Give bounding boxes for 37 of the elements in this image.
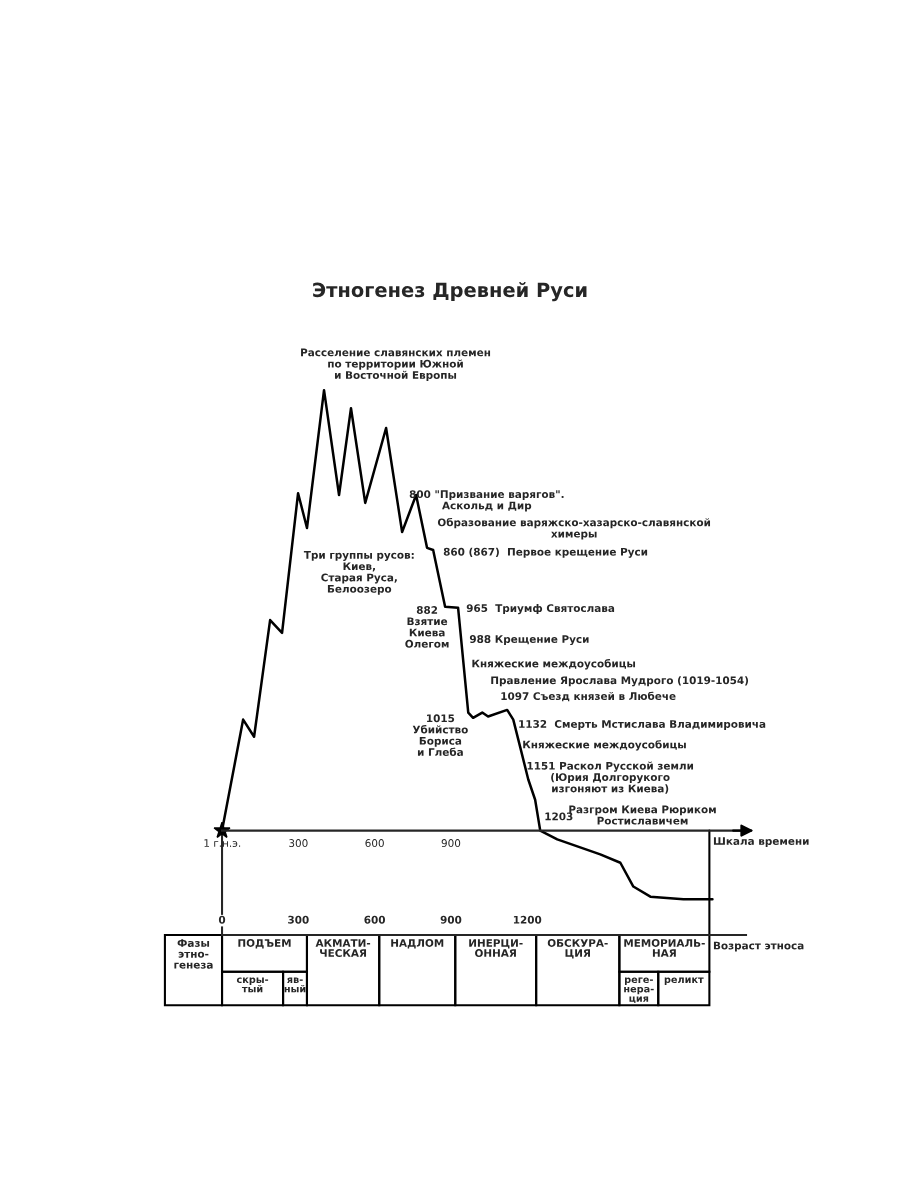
text: скры- тый — [236, 977, 269, 993]
annotation: 1097 Съезд князей в Любече — [501, 691, 676, 702]
text: АКМАТИ- ЧЕСКАЯ — [315, 939, 371, 957]
x2-axis-title: Возраст этноса — [713, 941, 804, 952]
x2-tick-label: 900 — [440, 915, 462, 924]
text: Фазы этно- генеза — [174, 939, 213, 969]
annotation: 965 Триумф Святослава — [466, 603, 615, 615]
annotation: Княжеские междоусобицы — [523, 740, 686, 751]
annotation: 860 (867) Первое крещение Руси — [443, 547, 648, 558]
annotation: Правление Ярослава Мудрого (1019-1054) — [491, 676, 749, 687]
text: реликт — [664, 977, 704, 985]
text: ПОДЪЕМ — [238, 939, 291, 949]
chart-title: Этногенез Древней Руси — [313, 282, 587, 302]
annotation: 800 "Призвание варягов". Аскольд и Дир — [409, 490, 564, 512]
text: Расселение славянских племен по территории Южной и Восточной Европы — [301, 348, 491, 381]
annotation: 1132 Смерть Мстислава Владимировича — [519, 720, 766, 730]
annotation: 988 Крещение Руси — [469, 635, 589, 646]
annotation: 1015 Убийство Бориса и Глеба — [412, 714, 468, 756]
annotation: Княжеские междоусобицы — [472, 659, 636, 670]
x-tick-label: 300 — [289, 839, 308, 847]
text: МЕМОРИАЛЬ- НАЯ — [624, 939, 705, 957]
x2-tick-label: 600 — [364, 915, 386, 924]
text: ИНЕРЦИ- ОННАЯ — [469, 939, 523, 957]
annotation: Образование варяжско-хазарско-славянской химеры — [437, 517, 711, 540]
x-tick-label: 900 — [441, 839, 461, 847]
x2-tick-label: 300 — [288, 915, 309, 924]
text: яв- ный — [284, 977, 306, 993]
x-tick-label: 600 — [365, 839, 384, 847]
text: реге- нера- ция — [624, 977, 654, 1004]
text: ОБСКУРА- ЦИЯ — [547, 939, 608, 959]
annotation: 882 Взятие Киева Олегом — [405, 606, 449, 648]
x2-tick-label: 0 — [218, 915, 226, 924]
annotation: 1151 Раскол Русской земли (Юрия Долгорукого изгоняют из Киева) — [527, 761, 694, 794]
text: НАДЛОМ — [391, 939, 444, 949]
x-axis-title: Шкала времени — [713, 837, 809, 848]
annotation: Три группы русов: Киев, Старая Руса, Белоозеро — [303, 551, 414, 595]
x2-tick-label: 1200 — [513, 915, 542, 924]
